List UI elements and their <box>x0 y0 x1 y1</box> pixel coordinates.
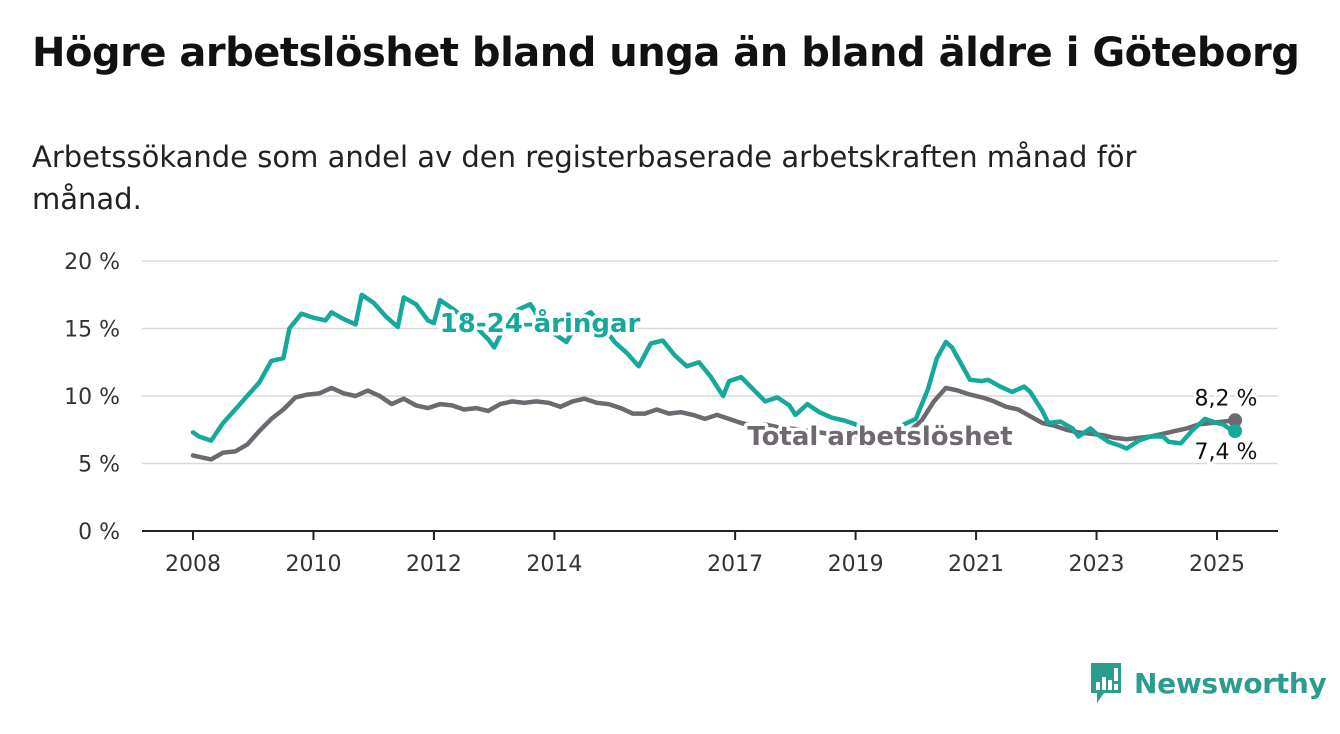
x-axis-tick-labels: 2008 2010 2012 2014 2017 2019 2021 2023 2025 <box>165 531 1245 577</box>
grid-lines <box>142 260 1278 465</box>
total-series-label: Total arbetslöshet <box>747 422 1012 452</box>
chart-title: Högre arbetslöshet bland unga än bland ä… <box>32 30 1300 76</box>
brand-logo[interactable]: Newsworthy <box>1088 660 1327 706</box>
x-tick-label: 2014 <box>526 552 582 577</box>
total-end-point <box>1228 413 1243 428</box>
x-tick-label: 2025 <box>1189 552 1245 577</box>
y-tick-label: 0 % <box>78 520 120 545</box>
y-axis-tick-labels: 0 % 5 % 10 % 15 % 20 % <box>64 250 120 545</box>
y-tick-label: 20 % <box>64 250 120 275</box>
series-labels: 18-24-åringar Total arbetslöshet 8,2 % 7,4 … <box>436 304 1260 469</box>
youth-series-label: 18-24-åringar <box>440 307 641 339</box>
total-end-label: 8,2 % <box>1195 386 1258 411</box>
series-lines <box>190 292 1243 462</box>
x-tick-label: 2012 <box>406 552 462 577</box>
x-tick-label: 2021 <box>948 552 1004 577</box>
youth-series-line <box>190 292 1238 451</box>
newsworthy-logo-icon <box>1091 663 1121 703</box>
youth-end-label: 7,4 % <box>1195 440 1258 465</box>
x-tick-label: 2008 <box>165 552 221 577</box>
brand-name: Newsworthy <box>1134 666 1327 700</box>
youth-end-point <box>1228 424 1243 439</box>
x-tick-label: 2017 <box>707 552 763 577</box>
total-series-line <box>190 385 1238 462</box>
y-tick-label: 10 % <box>64 385 120 410</box>
y-tick-label: 5 % <box>78 453 120 478</box>
chart-subtitle: Arbetssökande som andel av den registerb… <box>32 140 1137 216</box>
x-tick-label: 2023 <box>1069 552 1125 577</box>
x-tick-label: 2019 <box>828 552 884 577</box>
x-tick-label: 2010 <box>285 552 341 577</box>
y-tick-label: 15 % <box>64 318 120 343</box>
